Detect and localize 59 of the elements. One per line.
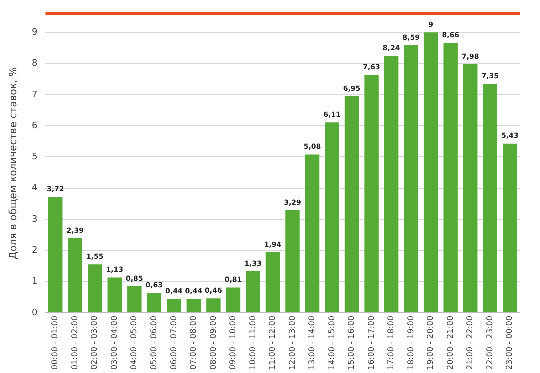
x-tick-label: 15:00 - 16:00 <box>347 316 356 370</box>
x-tick-label: 06:00 - 07:00 <box>169 316 178 370</box>
y-tick-label: 5 <box>32 152 38 163</box>
x-tick-label: 16:00 - 17:00 <box>366 316 376 370</box>
bar <box>206 298 221 312</box>
y-tick-label: 8 <box>32 59 38 70</box>
x-tick-label: 00:00 - 01:00 <box>50 316 60 370</box>
x-tick-label: 13:00 - 14:00 <box>308 316 317 370</box>
y-tick-label: 2 <box>32 246 38 256</box>
bar <box>128 286 142 312</box>
y-tick-label: 4 <box>32 184 38 194</box>
y-axis-title: Доля в общем количестве ставок, % <box>8 67 20 260</box>
y-tick-label: 9 <box>32 28 38 38</box>
x-tick-label: 12:00 - 13:00 <box>288 316 297 370</box>
y-tick-label: 7 <box>32 90 38 100</box>
x-tick-label: 19:00 - 20:00 <box>426 316 436 370</box>
x-tick-label: 11:00 - 12:00 <box>268 316 278 370</box>
x-tick-label: 01:00 - 02:00 <box>70 316 80 370</box>
bar <box>503 144 518 312</box>
x-tick-label: 10:00 - 11:00 <box>248 316 258 370</box>
x-tick-label: 04:00 - 05:00 <box>130 316 139 370</box>
bar <box>147 293 162 312</box>
bar <box>167 299 182 312</box>
bar <box>364 75 379 312</box>
bar <box>344 96 360 312</box>
y-tick-label: 3 <box>32 214 38 225</box>
y-tick-label: 0 <box>32 308 38 318</box>
x-tick-label: 14:00 - 15:00 <box>327 316 336 370</box>
x-tick-label: 03:00 - 04:00 <box>110 316 119 370</box>
bar <box>186 299 202 312</box>
x-tick-label: 23:00 - 00:00 <box>505 316 514 370</box>
bar <box>404 45 418 312</box>
bar <box>424 32 438 312</box>
bar <box>483 84 498 312</box>
x-tick-label: 22:00 - 23:00 <box>485 316 494 370</box>
x-tick-label: 02:00 - 03:00 <box>90 316 100 370</box>
bar <box>384 56 399 312</box>
x-tick-label: 07:00 - 08:00 <box>189 316 198 370</box>
bar <box>108 278 122 312</box>
bar <box>325 122 340 312</box>
bar <box>305 154 320 312</box>
y-tick-label: 1 <box>32 277 38 288</box>
bar <box>444 43 458 312</box>
y-tick-label: 6 <box>32 121 38 132</box>
bar <box>68 238 82 312</box>
x-tick-label: 18:00 - 19:00 <box>406 316 416 370</box>
bar <box>266 252 280 312</box>
bar <box>88 264 102 312</box>
x-tick-label: 09:00 - 10:00 <box>228 316 238 370</box>
x-tick-label: 21:00 - 22:00 <box>466 316 475 370</box>
x-tick-label: 05:00 - 06:00 <box>149 316 158 370</box>
bar <box>246 272 260 312</box>
x-tick-label: 20:00 - 21:00 <box>446 316 455 370</box>
bar <box>48 197 63 312</box>
bar <box>226 288 241 312</box>
x-tick-label: 08:00 - 09:00 <box>208 316 218 370</box>
x-tick-label: 17:00 - 18:00 <box>386 316 396 370</box>
bar <box>463 64 478 312</box>
bar <box>286 210 300 312</box>
